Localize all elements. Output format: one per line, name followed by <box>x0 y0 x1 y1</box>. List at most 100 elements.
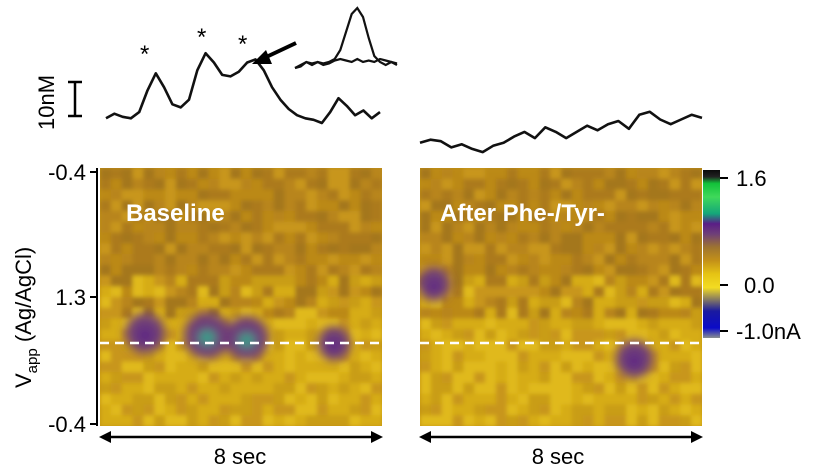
heatmap-cell <box>219 350 231 363</box>
heatmap-cell <box>463 318 475 330</box>
heatmap-cell <box>110 211 123 223</box>
heatmap-cell <box>593 178 605 191</box>
heatmap-cell <box>517 361 529 373</box>
heatmap-cell <box>262 232 275 244</box>
heatmap-cell <box>441 221 454 234</box>
heatmap-cell <box>121 297 134 309</box>
heatmap-cell <box>452 232 464 244</box>
heatmap-cell <box>463 393 475 406</box>
heatmap-cell <box>420 415 432 426</box>
heatmap-cell <box>295 221 307 234</box>
heatmap-cell <box>165 372 177 384</box>
heatmap-cell <box>143 178 155 191</box>
heatmap-cell <box>273 340 285 352</box>
heatmap-cell <box>669 178 681 191</box>
asterisk-3: * <box>238 31 247 58</box>
heatmap-cell <box>669 232 681 244</box>
heatmap-cell <box>495 340 508 352</box>
heatmap-cell <box>582 318 595 330</box>
heatmap-cell <box>175 340 188 352</box>
heatmap-cell <box>669 307 681 320</box>
heatmap-cell <box>219 200 231 212</box>
heatmap-cell <box>485 307 497 320</box>
heatmap-cell <box>143 275 155 287</box>
heatmap-cell <box>669 415 681 426</box>
heatmap-cell <box>430 200 443 212</box>
heatmap-cell <box>615 297 627 309</box>
heatmap-cell <box>132 286 144 298</box>
heatmap-cell <box>371 254 382 266</box>
heatmap-cell <box>669 404 681 416</box>
heatmap-cell <box>463 254 475 266</box>
colorbar-tick-zero: 0.0 <box>744 273 775 298</box>
colorbar-ticks <box>720 177 728 332</box>
heatmap-cell <box>474 383 486 395</box>
heatmap-cell <box>110 393 123 406</box>
heatmap-cell <box>241 307 253 320</box>
heatmap-cell <box>626 264 638 277</box>
heatmap-cell <box>100 393 112 406</box>
heatmap-cell <box>175 200 188 212</box>
heatmap-cell <box>262 307 275 320</box>
heatmap-cell <box>452 243 464 255</box>
heatmap-cell <box>604 383 616 395</box>
heatmap-cell <box>100 361 112 373</box>
heatmap-cell <box>604 168 616 180</box>
heatmap-cell <box>485 200 497 212</box>
heatmap-cell <box>430 189 443 201</box>
heatmap-cell <box>680 168 692 180</box>
heatmap-cell <box>626 254 638 266</box>
heatmap-cell <box>360 275 372 287</box>
heatmap-cell <box>295 178 307 191</box>
x-label-baseline: 8 sec <box>214 444 267 468</box>
heatmap-cell <box>528 307 540 320</box>
heatmap-cell <box>550 211 562 223</box>
heatmap-cell <box>528 232 540 244</box>
heatmap-cell <box>197 404 209 416</box>
heatmap-cell <box>452 286 464 298</box>
heatmap-cell <box>539 383 551 395</box>
trace-after <box>419 110 703 154</box>
heatmap-cell <box>658 383 670 395</box>
heatmap-cell <box>219 297 231 309</box>
heatmap-cell <box>100 318 112 330</box>
heatmap-cell <box>208 393 220 406</box>
heatmap-cell <box>463 275 475 287</box>
heatmap-cell <box>474 393 486 406</box>
heatmap-cell <box>251 275 264 287</box>
heatmap-cell <box>539 275 551 287</box>
heatmap-cell <box>550 340 562 352</box>
heatmap-cell <box>295 340 307 352</box>
heatmap-cell <box>327 318 340 330</box>
heatmap-cell <box>571 232 584 244</box>
heatmap-cell <box>110 200 123 212</box>
heatmap-cell <box>316 415 329 426</box>
heatmap-cell <box>528 318 540 330</box>
heatmap-cell <box>506 361 519 373</box>
heatmap-cell <box>143 221 155 234</box>
panel-label-after: After Phe-/Tyr- <box>440 200 605 227</box>
heatmap-cell <box>691 340 702 352</box>
heatmap-cell <box>230 200 242 212</box>
heatmap-cell <box>647 372 660 384</box>
heatmap-cell <box>197 275 209 287</box>
heatmap-cell <box>121 275 134 287</box>
heatmap-cell <box>430 404 443 416</box>
heatmap-cell <box>495 361 508 373</box>
heatmap-cell <box>647 286 660 298</box>
heatmap-cell <box>208 232 220 244</box>
heatmap-cell <box>197 221 209 234</box>
heatmap-cell <box>647 254 660 266</box>
heatmap-cell <box>550 350 562 363</box>
heatmap-cell <box>571 340 584 352</box>
heatmap-cell <box>528 383 540 395</box>
heatmap-cell <box>593 200 605 212</box>
heatmap-cell <box>571 264 584 277</box>
heatmap-cell <box>463 340 475 352</box>
heatmap-cell <box>197 415 209 426</box>
heatmap-cell <box>691 415 702 426</box>
heatmap-cell <box>647 178 660 191</box>
heatmap-cell <box>175 178 188 191</box>
heatmap-cell <box>306 200 318 212</box>
heatmap-cell <box>306 232 318 244</box>
